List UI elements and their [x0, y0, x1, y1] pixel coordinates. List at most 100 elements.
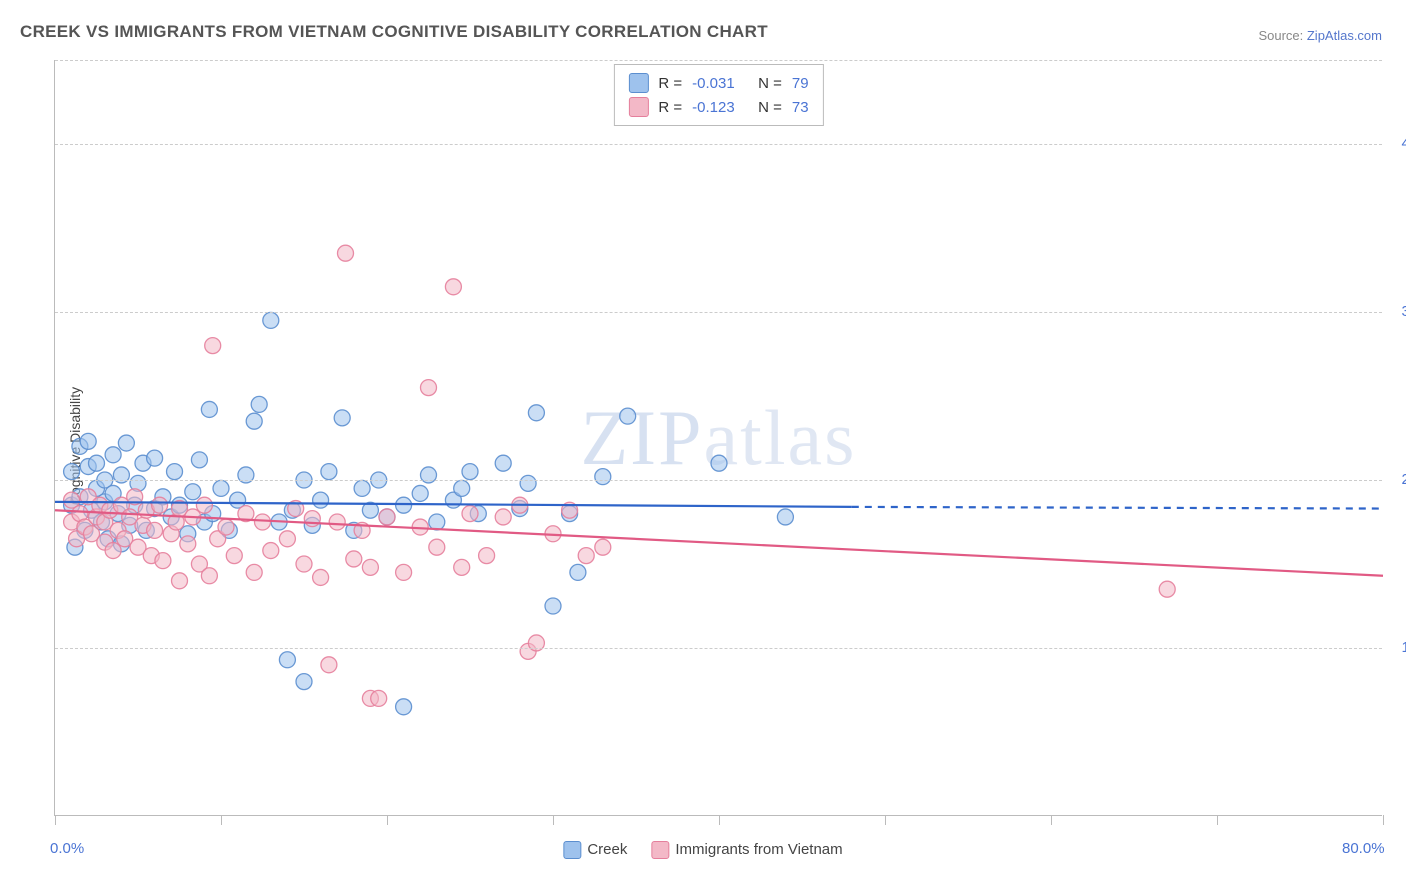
legend-r-label: R = — [658, 75, 682, 92]
x-tick — [221, 815, 222, 825]
legend-swatch — [563, 841, 581, 859]
data-point — [226, 548, 242, 564]
data-point — [595, 469, 611, 485]
data-point — [321, 657, 337, 673]
x-tick — [1383, 815, 1384, 825]
correlation-legend: R = -0.031 N = 79 R = -0.123 N = 73 — [613, 64, 823, 126]
data-point — [711, 455, 727, 471]
x-tick — [1217, 815, 1218, 825]
x-tick-label: 80.0% — [1342, 840, 1385, 857]
data-point — [354, 480, 370, 496]
data-point — [251, 396, 267, 412]
data-point — [118, 435, 134, 451]
x-tick — [885, 815, 886, 825]
data-point — [495, 509, 511, 525]
data-point — [396, 699, 412, 715]
data-point — [246, 564, 262, 580]
legend-row: R = -0.123 N = 73 — [628, 95, 808, 119]
data-point — [371, 690, 387, 706]
data-point — [313, 569, 329, 585]
gridline — [55, 312, 1382, 313]
data-point — [196, 497, 212, 513]
source-link[interactable]: ZipAtlas.com — [1307, 28, 1382, 43]
data-point — [172, 573, 188, 589]
x-tick — [1051, 815, 1052, 825]
y-tick-label: 20.0% — [1389, 471, 1406, 488]
legend-label: Creek — [587, 841, 627, 858]
data-point — [454, 559, 470, 575]
chart-title: CREEK VS IMMIGRANTS FROM VIETNAM COGNITI… — [20, 22, 768, 42]
data-point — [255, 514, 271, 530]
data-point — [421, 380, 437, 396]
legend-r-value: -0.123 — [692, 99, 748, 116]
data-point — [1159, 581, 1175, 597]
legend-n-label: N = — [758, 99, 782, 116]
y-tick-label: 40.0% — [1389, 135, 1406, 152]
data-point — [777, 509, 793, 525]
x-tick — [387, 815, 388, 825]
legend-n-value: 73 — [792, 99, 809, 116]
data-point — [147, 450, 163, 466]
data-point — [263, 312, 279, 328]
data-point — [105, 447, 121, 463]
scatter-plot-svg — [55, 60, 1382, 815]
legend-n-value: 79 — [792, 75, 809, 92]
data-point — [362, 559, 378, 575]
y-tick-label: 10.0% — [1389, 639, 1406, 656]
data-point — [454, 480, 470, 496]
legend-r-value: -0.031 — [692, 75, 748, 92]
data-point — [429, 514, 445, 530]
legend-swatch — [628, 73, 648, 93]
data-point — [155, 553, 171, 569]
data-point — [445, 279, 461, 295]
data-point — [396, 564, 412, 580]
chart-plot-area: ZIPatlas R = -0.031 N = 79 R = -0.123 N … — [54, 60, 1382, 816]
legend-swatch — [651, 841, 669, 859]
legend-item: Immigrants from Vietnam — [651, 841, 842, 859]
gridline — [55, 60, 1382, 61]
data-point — [570, 564, 586, 580]
data-point — [313, 492, 329, 508]
data-point — [321, 464, 337, 480]
data-point — [578, 548, 594, 564]
data-point — [462, 464, 478, 480]
data-point — [296, 674, 312, 690]
data-point — [80, 433, 96, 449]
data-point — [479, 548, 495, 564]
data-point — [263, 543, 279, 559]
gridline — [55, 480, 1382, 481]
data-point — [218, 519, 234, 535]
data-point — [528, 405, 544, 421]
data-point — [520, 475, 536, 491]
data-point — [396, 497, 412, 513]
data-point — [462, 506, 478, 522]
data-point — [64, 464, 80, 480]
data-point — [379, 509, 395, 525]
data-point — [185, 484, 201, 500]
x-tick — [553, 815, 554, 825]
data-point — [201, 401, 217, 417]
data-point — [334, 410, 350, 426]
data-point — [201, 568, 217, 584]
data-point — [191, 452, 207, 468]
data-point — [180, 536, 196, 552]
data-point — [152, 497, 168, 513]
data-point — [545, 598, 561, 614]
legend-row: R = -0.031 N = 79 — [628, 71, 808, 95]
data-point — [246, 413, 262, 429]
data-point — [167, 464, 183, 480]
data-point — [620, 408, 636, 424]
data-point — [595, 539, 611, 555]
data-point — [205, 338, 221, 354]
x-tick-label: 0.0% — [50, 840, 84, 857]
data-point — [279, 531, 295, 547]
y-tick-label: 30.0% — [1389, 303, 1406, 320]
x-tick — [719, 815, 720, 825]
gridline — [55, 144, 1382, 145]
source-attribution: Source: ZipAtlas.com — [1258, 28, 1382, 43]
data-point — [89, 455, 105, 471]
data-point — [495, 455, 511, 471]
x-tick — [55, 815, 56, 825]
legend-n-label: N = — [758, 75, 782, 92]
trend-line-dashed — [852, 507, 1383, 509]
